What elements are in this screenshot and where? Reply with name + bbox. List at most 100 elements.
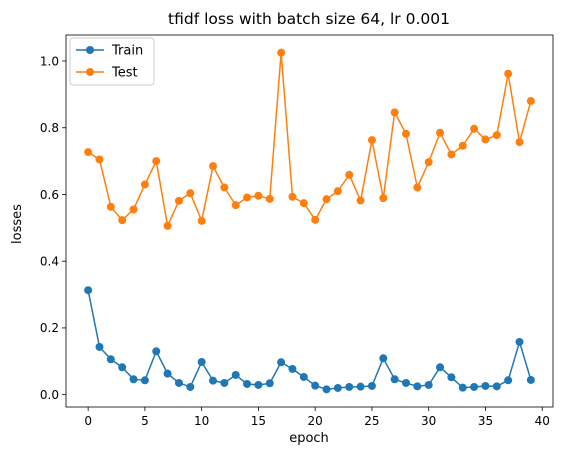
- y-tick-label: 0.0: [40, 388, 59, 402]
- train-data-point: [220, 378, 229, 387]
- test-legend-label: Test: [111, 66, 138, 81]
- train-data-point: [333, 383, 342, 392]
- test-data-point: [95, 155, 104, 164]
- x-axis-label: epoch: [289, 431, 329, 446]
- train-data-point: [254, 380, 263, 389]
- test-data-point: [209, 162, 218, 171]
- test-data-point: [277, 48, 286, 57]
- x-tick-label: 35: [478, 414, 493, 428]
- train-data-point: [481, 381, 490, 390]
- test-data-point: [436, 128, 445, 137]
- test-data-point: [197, 216, 206, 225]
- test-data-point: [447, 150, 456, 159]
- axes-frame: [65, 34, 554, 408]
- train-data-point: [470, 382, 479, 391]
- train-data-point: [95, 342, 104, 351]
- test-data-point: [515, 138, 524, 147]
- test-data-point: [345, 170, 354, 179]
- x-tick-label: 10: [194, 414, 209, 428]
- train-data-point: [186, 382, 195, 391]
- test-data-point: [424, 158, 433, 167]
- train-data-point: [163, 369, 172, 378]
- train-data-point: [515, 337, 524, 346]
- test-data-point: [140, 180, 149, 189]
- train-data-point: [492, 382, 501, 391]
- train-data-point: [322, 385, 331, 394]
- train-data-point: [231, 370, 240, 379]
- train-data-point: [243, 379, 252, 388]
- train-data-point: [424, 380, 433, 389]
- train-data-point: [129, 375, 138, 384]
- test-data-point: [243, 193, 252, 202]
- test-data-point: [186, 189, 195, 198]
- test-data-point: [220, 183, 229, 192]
- test-data-point: [333, 187, 342, 196]
- train-data-point: [436, 363, 445, 372]
- test-data-point: [299, 199, 308, 208]
- chart-title: tfidf loss with batch size 64, lr 0.001: [168, 10, 450, 28]
- test-data-point: [254, 191, 263, 200]
- x-tick-label: 30: [421, 414, 436, 428]
- train-data-point: [277, 358, 286, 367]
- test-data-point: [356, 196, 365, 205]
- test-data-point: [526, 97, 535, 106]
- train-data-point: [345, 382, 354, 391]
- test-data-point: [118, 216, 127, 225]
- test-data-point: [401, 129, 410, 138]
- train-legend-marker: [86, 46, 94, 54]
- train-data-point: [152, 347, 161, 356]
- test-data-point: [379, 194, 388, 203]
- train-data-point: [447, 373, 456, 382]
- plot-area: 0 5 10 15 20 25 30 35 400.00.20.40.60.81.0TrainT…: [40, 34, 554, 428]
- test-data-point: [231, 201, 240, 210]
- test-data-point: [413, 183, 422, 192]
- train-data-point: [140, 376, 149, 385]
- x-tick-label: 15: [251, 414, 266, 428]
- y-tick-label: 1.0: [40, 54, 59, 68]
- test-data-point: [367, 136, 376, 145]
- train-data-point: [299, 372, 308, 381]
- test-data-point: [504, 69, 513, 78]
- x-tick-label: 40: [535, 414, 550, 428]
- x-tick-label: 20: [308, 414, 323, 428]
- train-data-point: [413, 382, 422, 391]
- test-data-point: [288, 192, 297, 201]
- train-data-point: [106, 355, 115, 364]
- train-data-point: [265, 379, 274, 388]
- train-legend-label: Train: [111, 44, 143, 59]
- train-data-point: [197, 357, 206, 366]
- train-data-point: [367, 381, 376, 390]
- test-data-point: [152, 157, 161, 166]
- test-data-point: [311, 215, 320, 224]
- train-data-point: [379, 354, 388, 363]
- test-data-point: [481, 135, 490, 144]
- test-data-point: [265, 194, 274, 203]
- x-tick-label: 0: [84, 414, 92, 428]
- test-data-point: [458, 141, 467, 150]
- train-data-point: [401, 378, 410, 387]
- test-data-point: [390, 108, 399, 117]
- train-data-point: [118, 363, 127, 372]
- test-series-line: [87, 51, 532, 227]
- test-data-point: [174, 196, 183, 205]
- train-data-point: [390, 375, 399, 384]
- test-data-point: [470, 124, 479, 133]
- test-legend-marker: [86, 68, 94, 76]
- test-data-point: [163, 221, 172, 230]
- train-data-point: [311, 381, 320, 390]
- train-data-point: [84, 286, 93, 295]
- test-data-point: [129, 205, 138, 214]
- y-tick-label: 0.2: [40, 321, 59, 335]
- test-data-point: [322, 195, 331, 204]
- test-data-point: [492, 131, 501, 140]
- x-tick-label: 25: [364, 414, 379, 428]
- train-series-line: [87, 290, 532, 391]
- y-tick-label: 0.6: [40, 188, 59, 202]
- train-data-point: [526, 375, 535, 384]
- x-tick-label: 5: [141, 414, 149, 428]
- train-data-point: [288, 364, 297, 373]
- y-tick-label: 0.8: [40, 121, 59, 135]
- test-data-point: [106, 202, 115, 211]
- train-data-point: [504, 376, 513, 385]
